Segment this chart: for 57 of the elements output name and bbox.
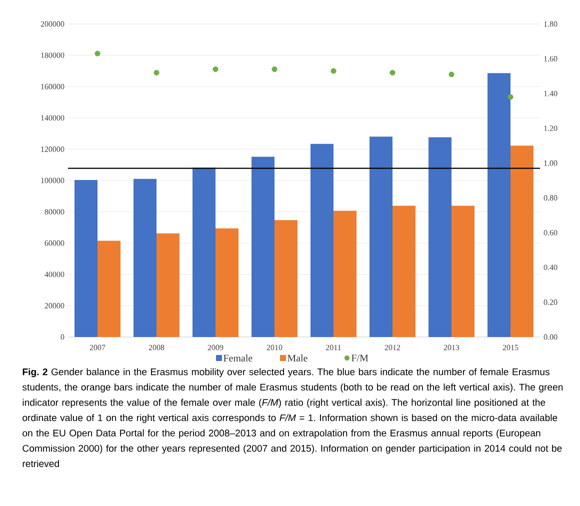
legend-label: Male [287,354,308,362]
bar [392,206,416,337]
bar [192,168,216,337]
x-tick-label: 2015 [502,344,518,350]
bar [252,156,275,337]
y-tick-label: 140000 [41,115,64,121]
y-tick-label: 20000 [44,303,64,308]
bar [334,210,357,337]
point [508,94,514,100]
y-tick-label: 160000 [41,84,64,90]
point [390,70,396,76]
y-tick-label: 180000 [41,52,64,58]
bar [134,178,157,337]
x-tick-label: 2012 [384,344,400,350]
bar [370,136,393,337]
bar [216,228,238,337]
point [448,72,454,78]
bar [156,233,180,337]
y2-tick-label: 0.40 [544,264,558,270]
y2-tick-label: 0.60 [544,230,558,236]
y-tick-label: 100000 [41,178,64,184]
x-tick-label: 2007 [90,344,106,350]
bar [98,240,121,337]
legend-label: F/M [351,354,368,362]
y2-tick-label: 1.00 [544,160,558,166]
y2-tick-label: 0.00 [544,334,558,340]
bar [510,146,534,337]
y2-tick-label: 1.60 [544,56,558,62]
bar [310,144,334,337]
point [212,66,218,72]
x-tick-label: 2011 [326,344,341,350]
bar [274,220,298,337]
point [330,68,336,74]
x-tick-label: 2008 [148,344,164,350]
y-tick-label: 120000 [41,146,64,152]
bar [428,137,452,337]
y-tick-label: 0 [60,334,64,340]
legend-label: Female [223,354,252,362]
x-tick-label: 2013 [444,344,460,350]
text: Fig. 2 Gender balance in the Erasmus mobility over selected years. The blue bars indicate the number of female Erasmus students, the orange bars indicate the number of male Erasmus students (both to be read on the left vertical axis). The green indicator represents the value of the female over male (F/M) ratio (right vertical axis). The horizontal line positioned at the ordinate value of 1 on the right vertical axis corresponds to F/M = 1. Information shown is based on the micro-data available on the EU Open Data Portal for the period 2008–2013 and on extrapolation from the Erasmus annual reports (European Commission 2000) for the other years represented (2007 and 2015). Information on gender participation in 2014 could not be retrieved [22,368,563,468]
point [94,50,100,56]
y-tick-label: 80000 [44,209,64,214]
x-tick-label: 2009 [208,344,224,350]
y2-tick-label: 1.40 [544,90,558,96]
bar [488,73,511,337]
y2-tick-label: 1.80 [544,21,558,27]
y2-tick-label: 0.20 [544,300,558,305]
y-tick-label: 200000 [40,21,64,27]
point [272,66,278,72]
bar [452,206,475,337]
y2-tick-label: 1.20 [544,126,558,132]
point [154,70,160,76]
bar [74,180,98,337]
y2-tick-label: 0.80 [544,195,558,201]
y-tick-label: 40000 [44,272,64,278]
x-tick-label: 2010 [266,344,282,350]
y-tick-label: 60000 [44,240,64,246]
